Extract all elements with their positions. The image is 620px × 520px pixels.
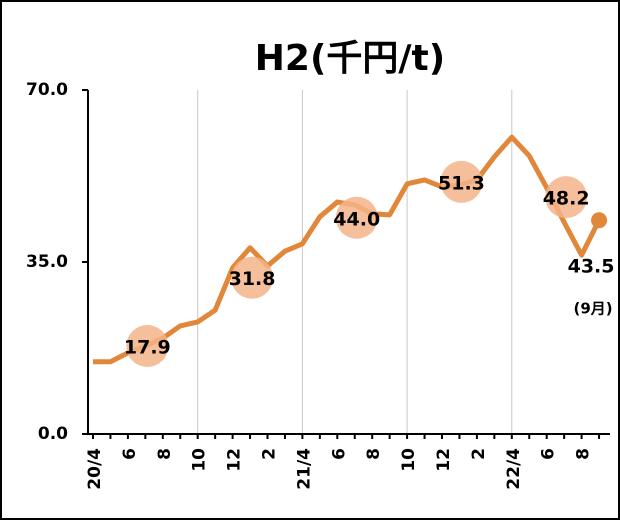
x-tick-label: 12 — [225, 448, 245, 472]
data-label: 31.8 — [229, 268, 276, 290]
x-tick-label: 2 — [469, 448, 489, 460]
data-label: 51.3 — [438, 172, 485, 194]
x-tick-label: 10 — [190, 448, 210, 472]
highlight — [231, 256, 274, 299]
x-tick-label: 20/4 — [85, 448, 105, 490]
x-tick-label: 8 — [574, 448, 594, 460]
data-label: 17.9 — [124, 337, 171, 359]
x-tick-label: 22/4 — [504, 448, 524, 490]
x-tick-label: 6 — [539, 448, 559, 460]
y-tick-label: 35.0 — [26, 252, 68, 272]
end-point — [591, 212, 608, 229]
highlight — [440, 160, 483, 203]
chart-title: H2(千円/t) — [255, 38, 445, 79]
highlight — [545, 176, 588, 219]
end-note: (9月) — [573, 300, 612, 318]
y-tick-label: 0.0 — [38, 424, 68, 444]
x-tick-label: 6 — [329, 448, 349, 460]
highlight — [126, 325, 169, 368]
x-tick-label: 6 — [120, 448, 140, 460]
x-tick-label: 21/4 — [294, 448, 314, 490]
y-tick-label: 70.0 — [26, 80, 68, 100]
x-tick-label: 12 — [434, 448, 454, 472]
data-label: 44.0 — [333, 208, 380, 230]
x-tick-label: 8 — [155, 448, 175, 460]
x-tick-label: 10 — [399, 448, 419, 472]
x-tick-label: 2 — [260, 448, 280, 460]
x-tick-label: 8 — [364, 448, 384, 460]
data-label: 48.2 — [543, 188, 590, 210]
end-label: 43.5 — [568, 256, 615, 278]
highlight — [335, 196, 378, 239]
